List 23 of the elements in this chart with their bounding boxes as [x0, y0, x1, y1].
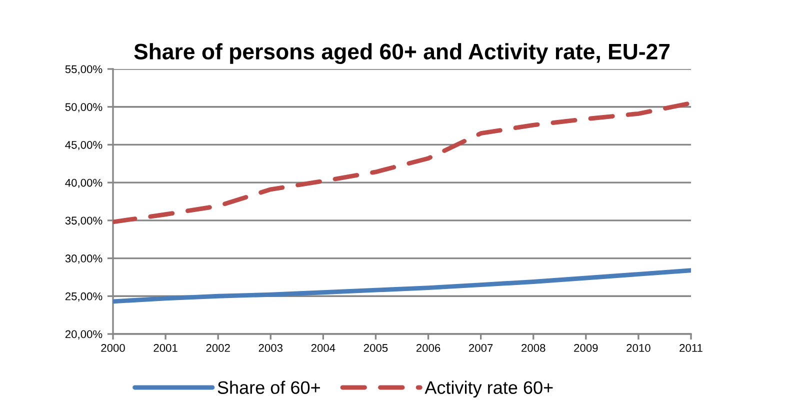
y-tick-label: 40,00%	[65, 178, 102, 188]
x-tick-label: 2008	[522, 344, 546, 352]
x-tick-label: 2011	[680, 344, 702, 352]
x-tick-label: 2003	[258, 344, 283, 352]
chart-title: Share of persons aged 60+ and Activity rate, EU-27	[134, 43, 670, 64]
legend-label: Share of 60+	[218, 380, 320, 394]
y-tick-label: 55,00%	[65, 65, 102, 74]
y-tick-label: 35,00%	[65, 216, 102, 226]
x-tick-label: 2006	[416, 344, 440, 352]
y-tick-label: 20,00%	[65, 330, 102, 340]
x-tick-label: 2004	[311, 344, 336, 352]
x-tick-label: 2007	[469, 344, 493, 352]
x-tick-label: 2009	[574, 344, 598, 352]
x-tick-label: 2005	[364, 344, 388, 352]
x-tick-label: 2000	[101, 344, 125, 352]
legend-label: Activity rate 60+	[424, 380, 553, 398]
y-tick-label: 50,00%	[65, 103, 102, 112]
x-tick-label: 2002	[206, 344, 230, 352]
x-tick-label: 2001	[154, 344, 178, 352]
x-tick-label: 2010	[626, 344, 650, 352]
y-tick-label: 25,00%	[65, 292, 102, 302]
y-tick-label: 45,00%	[65, 140, 102, 150]
y-tick-label: 30,00%	[65, 254, 102, 264]
